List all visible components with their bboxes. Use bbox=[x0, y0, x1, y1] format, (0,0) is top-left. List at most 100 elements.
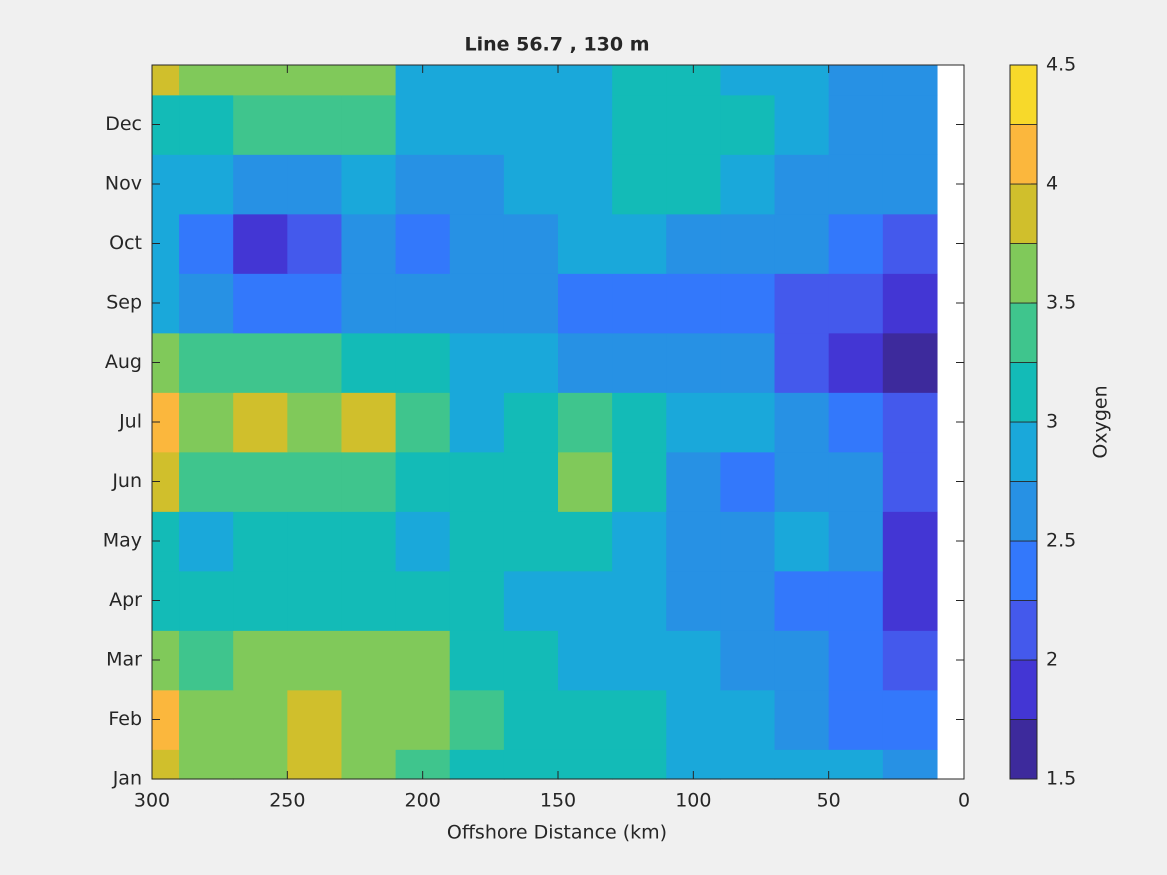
contour-cell bbox=[774, 273, 830, 334]
contour-cell bbox=[774, 154, 830, 215]
contour-cell bbox=[179, 689, 234, 750]
contour-cell bbox=[395, 332, 451, 393]
contour-cell bbox=[720, 154, 776, 215]
contour-cell bbox=[233, 511, 288, 572]
colorbar-tick-label: 3.5 bbox=[1046, 292, 1076, 314]
x-tick-label: 200 bbox=[405, 790, 441, 812]
contour-cell bbox=[287, 630, 343, 691]
contour-cell bbox=[179, 213, 234, 274]
contour-cell bbox=[774, 451, 830, 512]
colorbar-segment bbox=[1009, 659, 1038, 720]
contour-cell bbox=[558, 689, 613, 750]
contour-cell bbox=[666, 511, 721, 572]
chart-title: Line 56.7 , 130 m bbox=[464, 34, 649, 56]
y-tick-label: Dec bbox=[105, 113, 142, 135]
contour-cell bbox=[449, 213, 505, 274]
contour-cell bbox=[503, 273, 559, 334]
contour-cell bbox=[720, 689, 776, 750]
contour-cell bbox=[666, 94, 721, 155]
contour-cell bbox=[828, 451, 884, 512]
contour-cell bbox=[233, 689, 288, 750]
contour-cell bbox=[395, 451, 451, 512]
contour-cell bbox=[233, 451, 288, 512]
contour-cell bbox=[558, 213, 613, 274]
y-tick-label: Mar bbox=[106, 649, 142, 671]
contour-cell bbox=[233, 94, 288, 155]
contour-cell bbox=[828, 213, 884, 274]
colorbar-segment bbox=[1009, 243, 1038, 304]
contour-cell bbox=[774, 392, 830, 453]
contour-cell bbox=[395, 570, 451, 631]
contour-cell bbox=[395, 154, 451, 215]
contour-cell bbox=[882, 273, 938, 334]
contour-cell bbox=[828, 154, 884, 215]
colorbar-segment bbox=[1009, 64, 1038, 125]
contour-cell bbox=[774, 94, 830, 155]
contour-cell bbox=[341, 451, 397, 512]
contour-cell bbox=[152, 749, 180, 780]
contour-cell bbox=[882, 630, 938, 691]
contour-cell bbox=[179, 154, 234, 215]
contour-cell bbox=[503, 451, 559, 512]
contour-cell bbox=[882, 451, 938, 512]
y-tick-label: Sep bbox=[106, 292, 142, 314]
contour-cell bbox=[503, 213, 559, 274]
contour-cell bbox=[179, 511, 234, 572]
contour-cell bbox=[774, 213, 830, 274]
contour-cell bbox=[341, 749, 397, 780]
contour-cell bbox=[233, 65, 288, 96]
contour-cell bbox=[720, 213, 776, 274]
y-tick-label: Feb bbox=[108, 708, 142, 730]
contour-cell bbox=[341, 511, 397, 572]
colorbar-segment bbox=[1009, 362, 1038, 423]
colorbar-label: Oxygen bbox=[1090, 385, 1112, 458]
contour-cell bbox=[395, 392, 451, 453]
contour-cell bbox=[666, 570, 721, 631]
contour-cell bbox=[828, 332, 884, 393]
contour-cell bbox=[449, 749, 505, 780]
contour-cell bbox=[882, 570, 938, 631]
colorbar-tick-label: 1.5 bbox=[1046, 768, 1076, 790]
contour-cell bbox=[287, 689, 343, 750]
colorbar-segment bbox=[1009, 421, 1038, 482]
contour-cell bbox=[152, 65, 180, 96]
colorbar-tick-label: 3 bbox=[1046, 411, 1058, 433]
contour-cell bbox=[774, 689, 830, 750]
contour-cell bbox=[720, 630, 776, 691]
contour-cell bbox=[449, 94, 505, 155]
contour-cell bbox=[179, 451, 234, 512]
contour-cell bbox=[774, 65, 830, 96]
contour-cell bbox=[341, 332, 397, 393]
contour-field bbox=[152, 65, 938, 780]
contour-cell bbox=[449, 154, 505, 215]
contour-cell bbox=[612, 630, 667, 691]
contour-cell bbox=[341, 65, 397, 96]
contour-cell bbox=[449, 65, 505, 96]
colorbar-segment bbox=[1009, 600, 1038, 661]
contour-cell bbox=[449, 689, 505, 750]
contour-cell bbox=[449, 332, 505, 393]
contour-cell bbox=[882, 332, 938, 393]
y-tick-label: Jul bbox=[118, 411, 142, 433]
contour-cell bbox=[449, 392, 505, 453]
contour-cell bbox=[666, 451, 721, 512]
contour-cell bbox=[882, 65, 938, 96]
contour-cell bbox=[558, 392, 613, 453]
colorbar-segment bbox=[1009, 124, 1038, 185]
contour-cell bbox=[612, 94, 667, 155]
contour-cell bbox=[882, 392, 938, 453]
contour-cell bbox=[828, 273, 884, 334]
contour-cell bbox=[558, 451, 613, 512]
x-tick-label: 50 bbox=[817, 790, 841, 812]
contour-cell bbox=[774, 511, 830, 572]
contour-cell bbox=[720, 65, 776, 96]
contour-cell bbox=[179, 630, 234, 691]
contour-cell bbox=[233, 630, 288, 691]
contour-cell bbox=[341, 273, 397, 334]
contour-cell bbox=[449, 570, 505, 631]
contour-cell bbox=[233, 392, 288, 453]
x-tick-label: 250 bbox=[269, 790, 305, 812]
contour-cell bbox=[612, 332, 667, 393]
contour-cell bbox=[503, 570, 559, 631]
contour-cell bbox=[287, 154, 343, 215]
